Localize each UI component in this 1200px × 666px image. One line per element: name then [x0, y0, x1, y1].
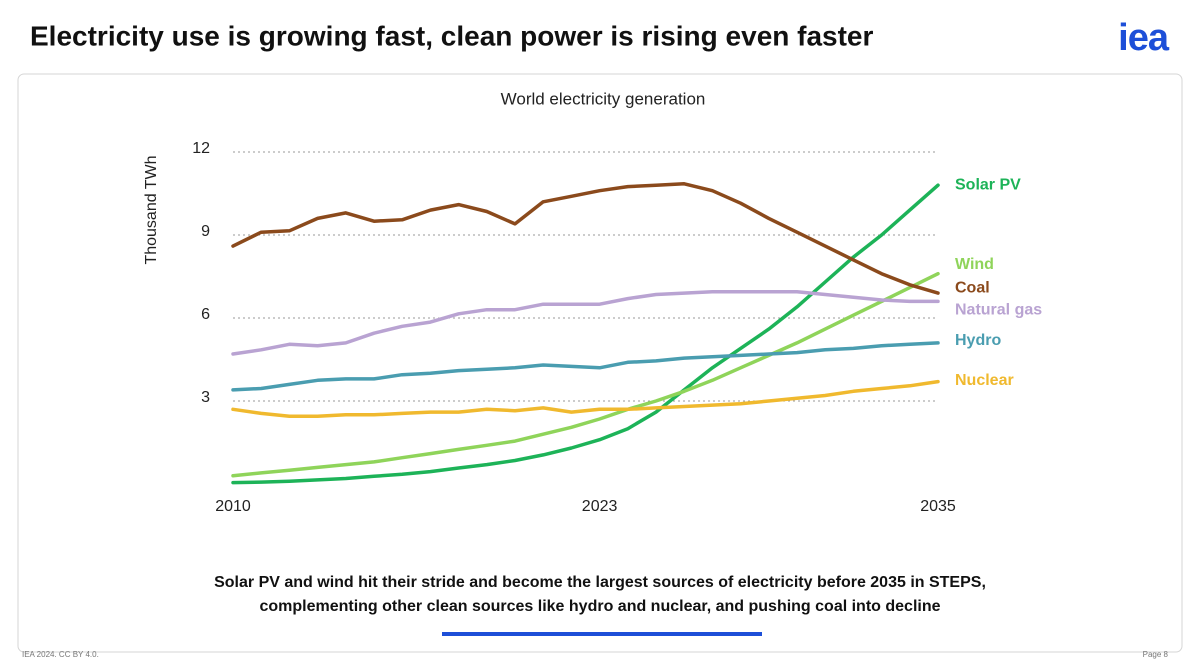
slide-title: Electricity use is growing fast, clean p…	[30, 20, 874, 51]
series-label: Wind	[955, 256, 994, 273]
logo: iea	[1118, 17, 1170, 59]
x-tick-label: 2010	[215, 498, 251, 515]
series-label: Coal	[955, 279, 990, 296]
accent-bar	[442, 632, 762, 636]
y-axis-label: Thousand TWh	[143, 155, 160, 264]
series-line	[231, 183, 940, 485]
series-line	[231, 341, 940, 392]
series-line	[231, 379, 940, 418]
series-label: Solar PV	[955, 176, 1021, 193]
caption-line: Solar PV and wind hit their stride and b…	[214, 574, 986, 591]
caption-line: complementing other clean sources like h…	[259, 598, 940, 615]
series-label: Nuclear	[955, 372, 1014, 389]
series-label: Natural gas	[955, 302, 1042, 319]
footer-page: Page 8	[1143, 650, 1169, 659]
y-tick-label: 9	[201, 223, 210, 240]
y-tick-label: 3	[201, 389, 210, 406]
x-tick-label: 2035	[920, 498, 956, 515]
series-line	[231, 271, 940, 478]
series-line	[231, 182, 940, 295]
series-line	[231, 289, 940, 356]
series-label: Hydro	[955, 332, 1001, 349]
chart-title: World electricity generation	[501, 89, 706, 108]
y-tick-label: 6	[201, 306, 210, 323]
chart-frame	[17, 73, 1183, 653]
y-tick-label: 12	[192, 140, 210, 157]
x-tick-label: 2023	[582, 498, 618, 515]
footer-source: IEA 2024. CC BY 4.0.	[22, 650, 99, 659]
